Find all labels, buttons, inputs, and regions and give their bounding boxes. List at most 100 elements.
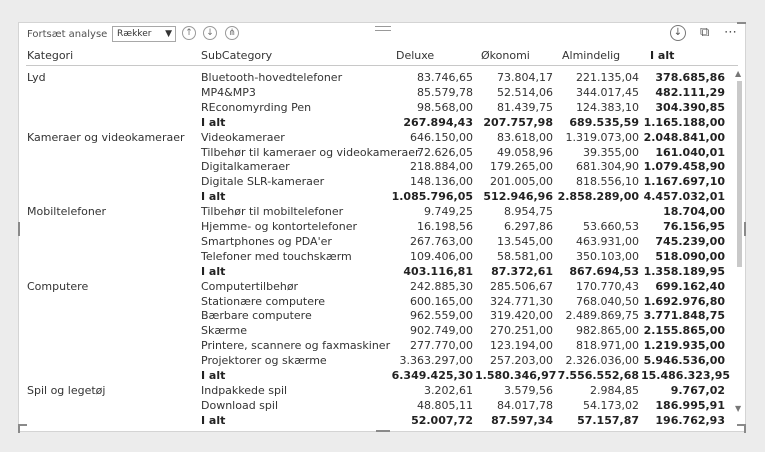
- cell-deluxe: 646.150,00: [410, 130, 473, 144]
- cell-subcategory: I alt: [201, 369, 226, 382]
- resize-handle-br-v[interactable]: [744, 424, 746, 433]
- cell-almindelig: 818.556,10: [576, 175, 639, 189]
- resize-handle-bottom[interactable]: [376, 430, 390, 432]
- grip-icon[interactable]: [375, 26, 391, 35]
- cell-ialt: 1.167.697,10: [643, 175, 725, 189]
- cell-almindelig: 689.535,59: [569, 115, 639, 129]
- cell-deluxe: 218.884,00: [410, 160, 473, 174]
- cell-ialt: 5.946.536,00: [643, 354, 725, 368]
- cell-ialt: 745.239,00: [655, 234, 725, 248]
- cell-subcategory: Projektorer og skærme: [201, 354, 327, 368]
- cell-ialt: 1.358.189,95: [643, 264, 725, 278]
- cell-almindelig: 53.660,53: [583, 220, 639, 233]
- cell-okonomi: 8.954,75: [504, 205, 553, 219]
- cell-deluxe: 83.746,65: [417, 71, 473, 84]
- cell-ialt: 699.162,40: [655, 279, 725, 293]
- cell-almindelig: 2.858.289,00: [557, 190, 639, 204]
- resize-handle-tr[interactable]: [737, 22, 746, 24]
- cell-deluxe: 9.749,25: [424, 205, 473, 219]
- cell-subcategory: I alt: [201, 413, 226, 427]
- cell-ialt: 1.692.976,80: [643, 294, 725, 308]
- cell-subcategory: Bluetooth-hovedtelefoner: [201, 71, 343, 84]
- resize-handle-br[interactable]: [737, 424, 746, 426]
- scrollbar-thumb[interactable]: [737, 81, 742, 267]
- cell-okonomi: 6.297,86: [504, 220, 553, 233]
- cell-okonomi: 179.265,00: [490, 160, 553, 174]
- cell-deluxe: 148.136,00: [410, 175, 473, 189]
- scroll-up-icon[interactable]: ▲: [735, 69, 742, 78]
- fork-icon[interactable]: ⋔: [225, 26, 239, 40]
- cell-kategori: Spil og legetøj: [27, 383, 106, 397]
- more-icon[interactable]: ⋯: [724, 25, 738, 40]
- cell-ialt: 2.155.865,00: [643, 324, 725, 338]
- drill-down-icon[interactable]: ↓: [670, 25, 686, 41]
- cell-subcategory: Videokameraer: [201, 130, 285, 144]
- matrix-visual[interactable]: Fortsæt analyse Rækker ▼ ↑ ↓ ⋔ ↓ ⧉ ⋯ Kat…: [18, 22, 746, 432]
- cell-subcategory: MP4&MP3: [201, 85, 256, 99]
- cell-almindelig: 54.173,02: [583, 398, 639, 412]
- cell-subcategory: Tilbehør til mobiltelefoner: [201, 205, 344, 219]
- arrow-up-icon[interactable]: ↑: [182, 26, 196, 40]
- cell-deluxe: 242.885,30: [410, 279, 473, 293]
- cell-almindelig: 982.865,00: [576, 324, 639, 338]
- cell-okonomi: 52.514,06: [497, 85, 553, 99]
- cell-deluxe: 1.085.796,05: [391, 190, 473, 204]
- cell-almindelig: 818.971,00: [576, 339, 639, 353]
- cell-ialt: 482.111,29: [655, 85, 725, 99]
- cell-okonomi: 87.597,34: [491, 413, 553, 427]
- cell-okonomi: 3.579,56: [504, 383, 553, 397]
- cell-subcategory: Tilbehør til kameraer og videokameraer: [201, 145, 420, 159]
- scroll-down-icon[interactable]: ▼: [735, 404, 742, 413]
- cell-almindelig: 344.017,45: [576, 85, 639, 99]
- cell-okonomi: 201.005,00: [490, 175, 553, 189]
- chevron-down-icon: ▼: [165, 29, 172, 39]
- arrow-down-double-icon[interactable]: ↓: [203, 26, 217, 40]
- header-kategori[interactable]: Kategori: [27, 49, 74, 62]
- resize-handle-bl-v[interactable]: [18, 424, 20, 433]
- header-almindelig[interactable]: Almindelig: [562, 49, 621, 62]
- cell-deluxe: 109.406,00: [410, 249, 473, 263]
- cell-kategori: Kameraer og videokameraer: [27, 130, 185, 144]
- resize-handle-left[interactable]: [18, 222, 20, 236]
- cell-almindelig: 768.040,50: [576, 294, 639, 308]
- cell-subcategory: Bærbare computere: [201, 309, 312, 323]
- cell-ialt: 196.762,93: [655, 413, 725, 427]
- header-subcategory[interactable]: SubCategory: [201, 49, 273, 62]
- cell-okonomi: 207.757,98: [483, 115, 553, 129]
- cell-subcategory: Computertilbehør: [201, 279, 299, 293]
- cell-okonomi: 58.581,00: [497, 249, 553, 263]
- rows-select[interactable]: Rækker ▼: [112, 26, 176, 42]
- resize-handle-right[interactable]: [744, 222, 746, 236]
- header-ialt[interactable]: I alt: [650, 49, 675, 62]
- cell-ialt: 161.040,01: [655, 145, 725, 159]
- cell-almindelig: 2.984,85: [590, 383, 639, 397]
- cell-okonomi: 73.804,17: [497, 71, 553, 84]
- cell-subcategory: Telefoner med touchskærm: [201, 249, 352, 263]
- cell-deluxe: 403.116,81: [403, 264, 473, 278]
- header-deluxe[interactable]: Deluxe: [396, 49, 435, 62]
- cell-subcategory: Stationære computere: [201, 294, 326, 308]
- cell-almindelig: 463.931,00: [576, 234, 639, 248]
- cell-okonomi: 84.017,78: [497, 398, 553, 412]
- cell-deluxe: 962.559,00: [410, 309, 473, 323]
- focus-mode-icon[interactable]: ⧉: [700, 25, 710, 40]
- cell-deluxe: 3.202,61: [424, 383, 473, 397]
- cell-deluxe: 902.749,00: [410, 324, 473, 338]
- cell-ialt: 3.771.848,75: [643, 309, 725, 323]
- cell-subcategory: I alt: [201, 264, 226, 278]
- cell-okonomi: 87.372,61: [491, 264, 553, 278]
- cell-ialt: 186.995,91: [655, 398, 725, 412]
- cell-subcategory: Indpakkede spil: [201, 383, 288, 397]
- cell-almindelig: 867.694,53: [569, 264, 639, 278]
- cell-kategori: Computere: [27, 279, 89, 293]
- header-okonomi[interactable]: Økonomi: [481, 49, 530, 62]
- cell-kategori: Lyd: [27, 71, 46, 84]
- cell-okonomi: 285.506,67: [490, 279, 553, 293]
- cell-ialt: 378.685,86: [655, 71, 725, 84]
- cell-almindelig: 350.103,00: [576, 249, 639, 263]
- cell-subcategory: Download spil: [201, 398, 278, 412]
- cell-almindelig: 39.355,00: [583, 145, 639, 159]
- cell-subcategory: I alt: [201, 115, 226, 129]
- resize-handle-bl[interactable]: [18, 424, 27, 426]
- cell-ialt: 4.457.032,01: [643, 190, 725, 204]
